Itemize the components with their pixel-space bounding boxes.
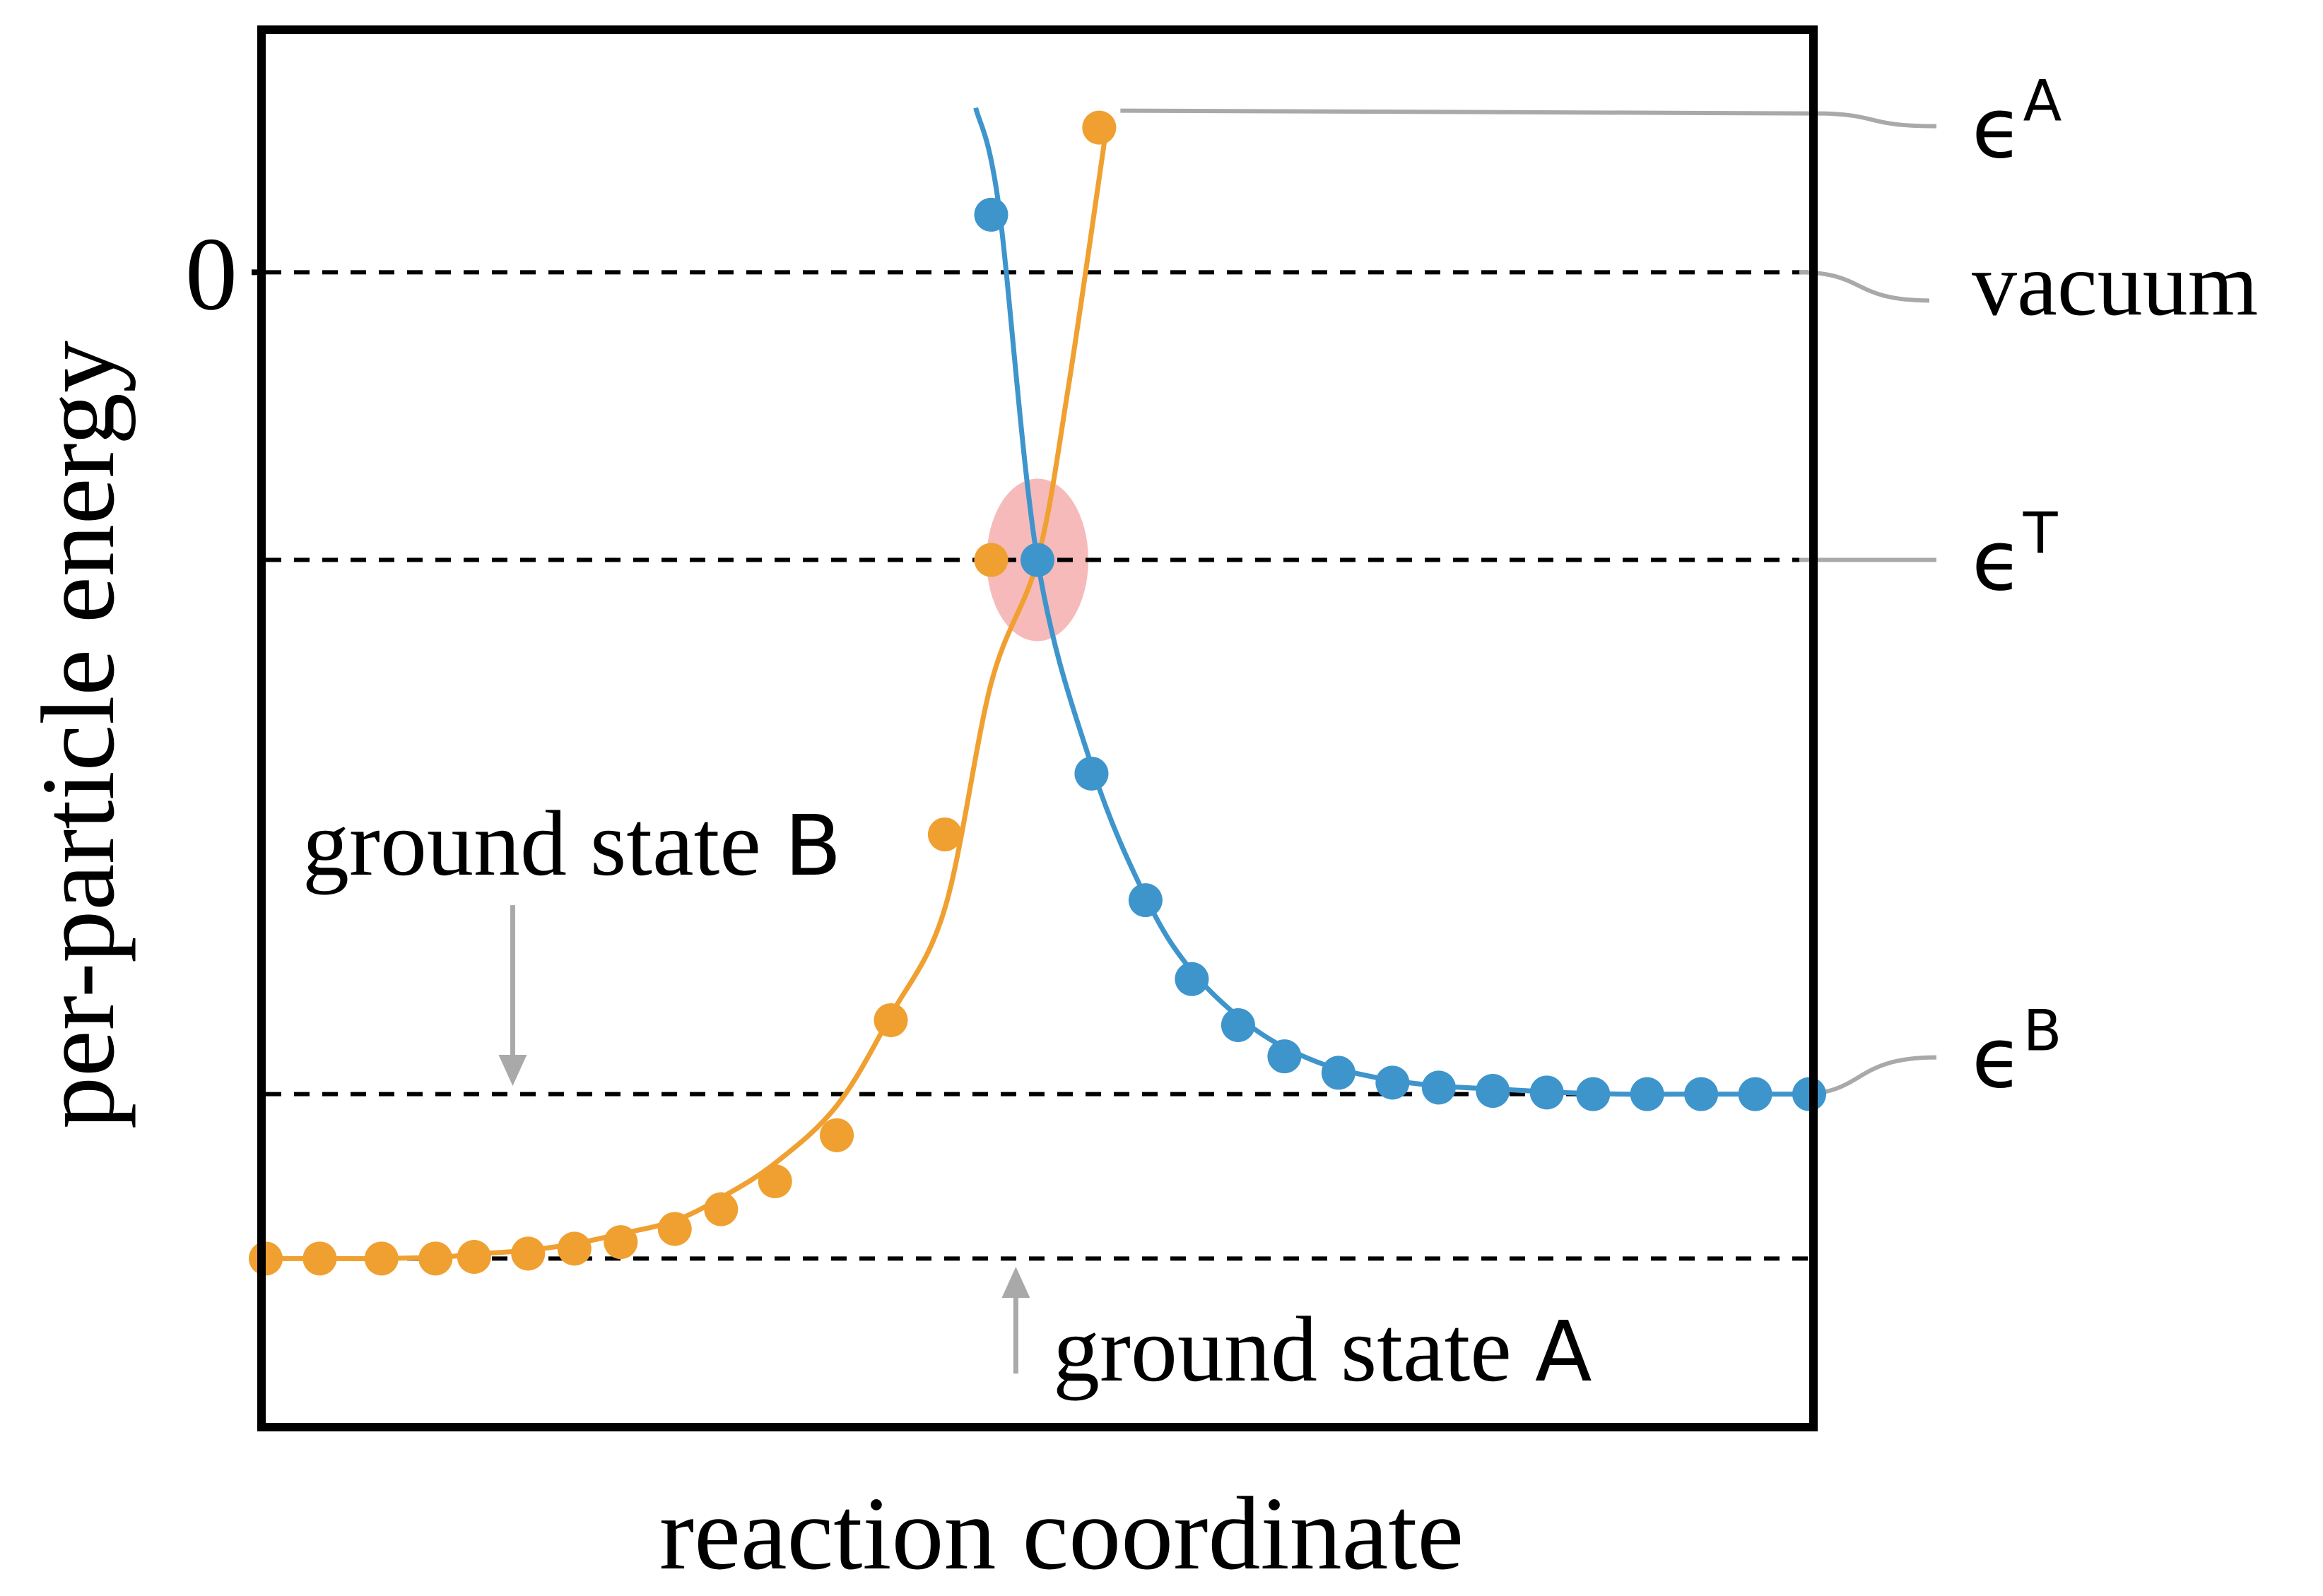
point-blue xyxy=(1421,1070,1456,1105)
point-blue xyxy=(1684,1077,1719,1111)
y-axis-label: per-particle energy xyxy=(20,341,136,1129)
plot-frame xyxy=(257,25,1818,1431)
point-blue xyxy=(1476,1074,1510,1109)
point-orange xyxy=(418,1241,453,1276)
point-blue xyxy=(1021,543,1054,577)
leader-vacuum xyxy=(1799,270,1930,303)
label-eps-t: ϵT xyxy=(1972,501,2059,610)
point-blue xyxy=(1529,1075,1564,1110)
point-orange xyxy=(511,1236,546,1271)
curve-orange xyxy=(266,124,1110,1262)
point-orange xyxy=(974,543,1008,577)
point-blue xyxy=(1375,1065,1410,1100)
point-orange xyxy=(657,1212,692,1246)
point-orange xyxy=(704,1192,739,1226)
point-orange xyxy=(457,1240,491,1275)
point-orange xyxy=(302,1241,337,1276)
point-blue xyxy=(1630,1077,1664,1111)
point-orange xyxy=(874,1003,908,1037)
label-ground-state-a: ground state A xyxy=(1053,1297,1592,1401)
point-blue xyxy=(974,197,1008,232)
y-tick-label: 0 xyxy=(185,216,237,332)
point-orange xyxy=(364,1241,399,1276)
point-orange xyxy=(927,817,962,852)
point-orange xyxy=(758,1164,792,1198)
label-ground-state-b: ground state B xyxy=(302,791,842,895)
label-eps-b: ϵB xyxy=(1972,998,2062,1107)
leader-eps-a xyxy=(1120,108,1937,129)
point-orange xyxy=(820,1118,854,1152)
x-axis-label: reaction coordinate xyxy=(659,1476,1464,1592)
point-blue xyxy=(1221,1007,1255,1042)
arrow-head-a xyxy=(1001,1266,1030,1298)
point-blue xyxy=(1576,1077,1611,1111)
point-blue xyxy=(1175,962,1209,996)
point-blue xyxy=(1128,883,1163,918)
label-eps-a: ϵA xyxy=(1972,69,2062,177)
point-blue xyxy=(1267,1039,1302,1074)
point-blue xyxy=(1738,1077,1772,1111)
arrow-head-b xyxy=(498,1055,527,1087)
label-vacuum: vacuum xyxy=(1972,234,2258,334)
point-orange xyxy=(557,1231,592,1266)
point-blue xyxy=(1321,1056,1355,1090)
curve-blue xyxy=(973,107,1809,1097)
point-blue xyxy=(1074,756,1109,791)
point-orange xyxy=(1082,110,1117,145)
point-orange xyxy=(604,1225,638,1260)
